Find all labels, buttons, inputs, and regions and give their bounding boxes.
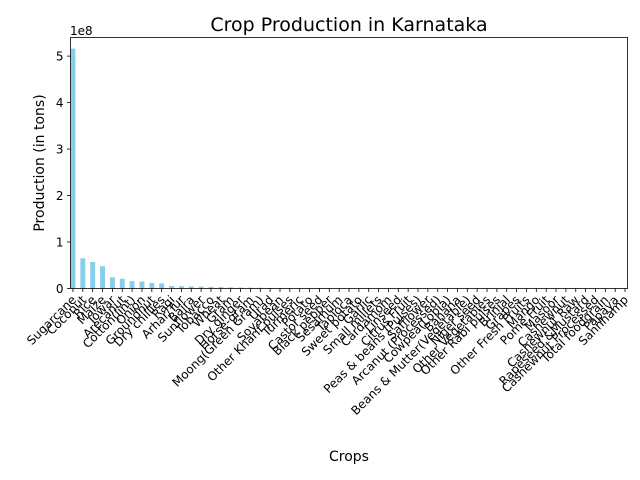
y-axis-label: Production (in tons) xyxy=(32,94,48,231)
y-tick-label: 5 xyxy=(56,50,64,64)
bar xyxy=(70,48,76,289)
bar xyxy=(80,258,86,289)
bar xyxy=(169,285,175,289)
bar xyxy=(119,278,125,289)
bar xyxy=(198,286,204,289)
y-tick-label: 0 xyxy=(56,282,64,296)
bar xyxy=(188,286,194,289)
x-ticks-group: SugarcaneCoconutRiceMaizeJowarArecanutCo… xyxy=(24,288,631,418)
bar xyxy=(109,277,115,289)
bar xyxy=(139,281,145,289)
bar xyxy=(218,287,224,289)
bars-group xyxy=(70,48,529,289)
bar xyxy=(129,281,135,289)
y-tick-label: 2 xyxy=(56,189,64,203)
bar xyxy=(228,287,234,289)
x-axis-label: Crops xyxy=(329,449,369,465)
y-tick-label: 4 xyxy=(56,96,64,110)
y-axis-multiplier: 1e8 xyxy=(70,24,93,38)
bar xyxy=(238,287,244,289)
chart-title: Crop Production in Karnataka xyxy=(210,14,487,36)
y-tick-label: 1 xyxy=(56,236,64,250)
bar xyxy=(100,266,106,289)
bar xyxy=(178,286,184,289)
y-tick-label: 3 xyxy=(56,143,64,157)
bar xyxy=(208,286,214,289)
bar xyxy=(159,283,165,289)
bar xyxy=(90,262,96,289)
bar xyxy=(149,282,155,289)
plot-frame xyxy=(70,37,628,289)
y-ticks-group: 0 1 2 3 4 5 xyxy=(56,50,71,296)
bar xyxy=(247,287,253,289)
